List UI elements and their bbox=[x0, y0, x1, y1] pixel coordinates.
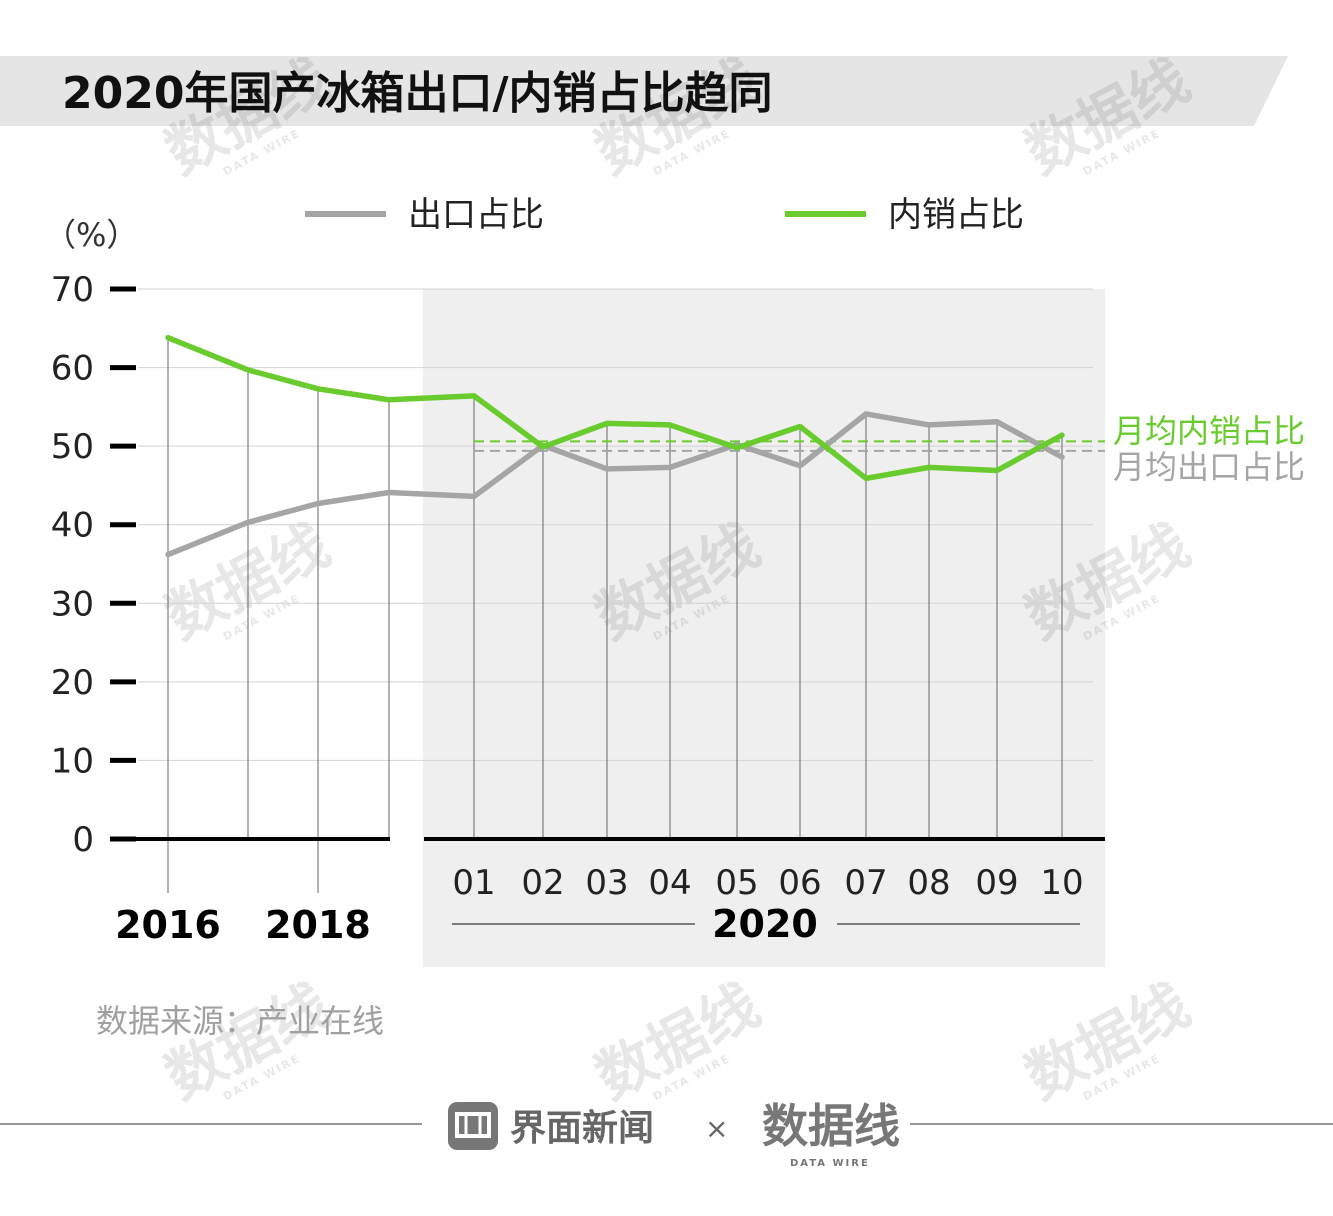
x-group-label: 2020 bbox=[712, 902, 818, 946]
x-month-label: 06 bbox=[778, 863, 821, 903]
legend: 出口占比 内销占比 bbox=[305, 195, 1024, 235]
reference-line-label: 月均内销占比 bbox=[1113, 412, 1305, 450]
legend-domestic-label: 内销占比 bbox=[888, 195, 1024, 235]
y-tick-label: 50 bbox=[51, 427, 94, 467]
footer-brand: 界面新闻 bbox=[510, 1108, 654, 1149]
shaded-2020-region bbox=[423, 289, 1105, 967]
chart-title: 2020年国产冰箱出口/内销占比趋同 bbox=[62, 68, 773, 119]
x-month-label: 02 bbox=[521, 863, 564, 903]
x-month-label: 08 bbox=[907, 863, 950, 903]
source-note: 数据来源：产业在线 bbox=[96, 1002, 384, 1040]
footer: 界面新闻 × 数据线 DATA WIRE bbox=[0, 1099, 1333, 1169]
footer-partner-sub: DATA WIRE bbox=[790, 1158, 870, 1169]
y-tick-label: 10 bbox=[51, 741, 94, 781]
x-month-label: 07 bbox=[844, 863, 887, 903]
x-month-label: 05 bbox=[715, 863, 758, 903]
series-line-export bbox=[165, 411, 1065, 558]
y-tick-label: 30 bbox=[51, 584, 94, 624]
y-tick-label: 20 bbox=[51, 663, 94, 703]
series-lines bbox=[165, 334, 1065, 558]
y-tick-label: 0 bbox=[72, 820, 94, 860]
y-tick-label: 70 bbox=[51, 270, 94, 310]
x-month-label: 04 bbox=[648, 863, 691, 903]
legend-export-label: 出口占比 bbox=[408, 195, 544, 235]
x-month-label: 10 bbox=[1040, 863, 1083, 903]
vertical-guides bbox=[167, 337, 1063, 893]
footer-partner-logo: 数据线 bbox=[762, 1099, 900, 1153]
y-tick-label: 40 bbox=[51, 506, 94, 546]
x-axis: 2016 2018 01 02 03 04 05 06 07 08 09 10 2020 bbox=[115, 863, 1084, 947]
y-axis: 0 10 20 30 40 50 60 70 bbox=[51, 270, 136, 860]
x-month-label: 01 bbox=[452, 863, 495, 903]
series-line-domestic bbox=[165, 334, 1065, 482]
reference-line-label: 月均出口占比 bbox=[1113, 448, 1305, 486]
x-month-label: 03 bbox=[585, 863, 628, 903]
y-tick-label: 60 bbox=[51, 349, 94, 389]
gridlines bbox=[138, 288, 1093, 761]
footer-separator: × bbox=[705, 1112, 728, 1145]
x-year-label: 2016 bbox=[115, 903, 221, 947]
x-year-label: 2018 bbox=[265, 903, 371, 947]
unit-label: （%） bbox=[44, 216, 138, 254]
x-month-label: 09 bbox=[975, 863, 1018, 903]
jiemian-logo-icon bbox=[448, 1102, 498, 1150]
title-band bbox=[0, 56, 1288, 126]
